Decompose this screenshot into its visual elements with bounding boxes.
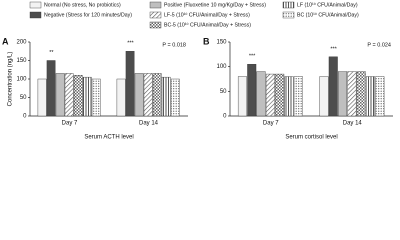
y-tick-label: 0 xyxy=(23,114,27,120)
bar xyxy=(116,78,126,117)
bar xyxy=(319,76,329,117)
x-axis-label: Serum ACTH level xyxy=(84,135,133,141)
bar xyxy=(366,76,375,117)
bar xyxy=(293,76,303,117)
legend-label: LF (10¹⁰ CFU/Animal/Day) xyxy=(297,2,358,8)
legend-label: BC (10¹⁰ CFU/Animal/Day) xyxy=(297,12,359,18)
legend-label: Negative (Stress for 120 minutes/Day) xyxy=(44,12,132,18)
bar xyxy=(338,71,348,117)
y-tick-label: 100 xyxy=(216,64,227,70)
bar xyxy=(237,76,247,117)
legend-label: LF-5 (10¹⁰ CFU/Animal/Day + Stress) xyxy=(164,12,250,18)
panel-label: A xyxy=(2,36,9,46)
bar xyxy=(64,73,74,117)
bar xyxy=(256,71,266,117)
bar xyxy=(37,78,47,117)
annotation: *** xyxy=(330,46,337,52)
bar xyxy=(152,73,162,117)
annotation: P = 0.024 xyxy=(367,42,391,48)
bar xyxy=(46,60,56,117)
legend-swatch xyxy=(149,11,162,19)
y-tick-label: 200 xyxy=(16,40,27,46)
bar xyxy=(82,76,92,117)
bar xyxy=(265,73,275,117)
annotation: *** xyxy=(249,54,256,60)
x-tick-label: Day 7 xyxy=(62,121,78,127)
bar xyxy=(161,76,171,117)
legend-label: Normal (No stress, No probiotics) xyxy=(44,2,121,8)
legend-swatch xyxy=(149,21,162,29)
legend-swatch xyxy=(282,1,295,9)
y-tick-label: 150 xyxy=(216,40,227,46)
bar xyxy=(356,71,366,117)
x-tick-label: Day 14 xyxy=(343,121,363,127)
bar xyxy=(247,63,257,117)
legend-swatch xyxy=(29,11,42,19)
bar xyxy=(284,76,294,117)
legend-swatch xyxy=(149,1,162,9)
y-tick-label: 100 xyxy=(16,77,27,83)
bar xyxy=(134,73,144,117)
y-tick-label: 50 xyxy=(20,95,27,101)
y-axis-label: Concentration (ng/L) xyxy=(8,52,14,107)
bar xyxy=(347,71,357,117)
bar xyxy=(375,76,385,117)
figure: Normal (No stress, No probiotics) Negativ… xyxy=(2,1,393,141)
bar xyxy=(170,78,180,117)
panel-label: B xyxy=(203,36,210,46)
bar xyxy=(91,78,101,117)
bar xyxy=(143,73,153,117)
y-tick-label: 0 xyxy=(223,114,227,120)
bar xyxy=(125,51,135,117)
x-axis-label: Serum cortisol level xyxy=(285,135,337,141)
bar xyxy=(55,73,65,117)
bar xyxy=(275,73,285,117)
legend-swatch xyxy=(282,11,295,19)
bar xyxy=(73,75,83,117)
annotation: ** xyxy=(49,50,54,56)
x-tick-label: Day 7 xyxy=(263,121,279,127)
annotation: P = 0.018 xyxy=(162,42,186,48)
x-tick-label: Day 14 xyxy=(139,121,159,127)
legend-label: BC-5 (10¹⁰ CFU/Animal/Day + Stress) xyxy=(164,22,251,28)
y-tick-label: 50 xyxy=(220,89,227,95)
legend-swatch xyxy=(29,1,42,9)
legend-label: Positive (Fluoxetine 10 mg/Kg/Day + Stre… xyxy=(164,2,266,8)
y-tick-label: 150 xyxy=(16,58,27,64)
bar xyxy=(328,56,338,117)
annotation: *** xyxy=(127,41,134,47)
